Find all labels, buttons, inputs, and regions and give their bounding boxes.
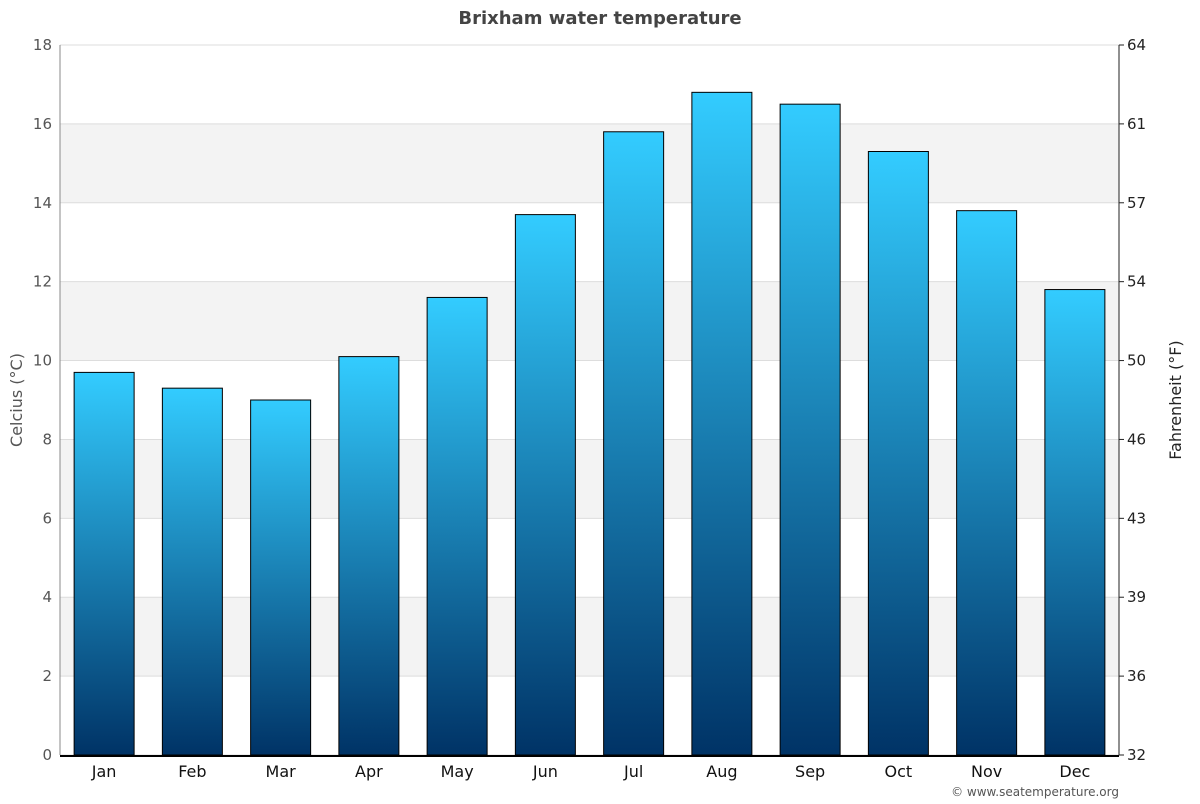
x-tick-label: Jul <box>623 762 643 781</box>
x-tick-label: Aug <box>706 762 737 781</box>
bar-feb <box>161 387 223 756</box>
y-tick-label: 10 <box>33 352 52 370</box>
y-tick-label: 0 <box>42 746 52 764</box>
bar-jul <box>603 131 665 756</box>
credit: © www.seatemperature.org <box>951 785 1119 799</box>
x-tick-label: Oct <box>885 762 913 781</box>
x-tick-label: Mar <box>266 762 297 781</box>
y-right-tick-label: 54 <box>1127 273 1146 291</box>
bar-sep <box>779 103 841 756</box>
y-right-tick-label: 36 <box>1127 667 1146 685</box>
y-tick-label: 2 <box>42 667 52 685</box>
y-tick-label: 14 <box>33 194 52 212</box>
y-tick-label: 4 <box>42 588 52 606</box>
bar-jan <box>73 371 135 756</box>
y-right-tick-label: 61 <box>1127 115 1146 133</box>
y-right-tick-label: 50 <box>1127 352 1146 370</box>
bar-mar <box>250 399 312 756</box>
x-tick-label: Jan <box>91 762 117 781</box>
bar-may <box>426 296 488 756</box>
y-right-tick-label: 57 <box>1127 194 1146 212</box>
grid-band <box>60 281 1119 361</box>
x-tick-label: Apr <box>355 762 383 781</box>
x-tick-label: Jun <box>532 762 558 781</box>
bar-dec <box>1044 289 1106 756</box>
y-right-tick-label: 64 <box>1127 36 1146 54</box>
y-tick-label: 16 <box>33 115 52 133</box>
bar-oct <box>867 151 929 756</box>
chart-title: Brixham water temperature <box>458 8 741 29</box>
x-tick-label: Dec <box>1059 762 1090 781</box>
y-axis-right-label: Fahrenheit (°F) <box>1166 340 1185 459</box>
y-tick-label: 6 <box>42 509 52 527</box>
x-tick-label: May <box>441 762 474 781</box>
y-right-tick-label: 32 <box>1127 746 1146 764</box>
y-right-tick-label: 39 <box>1127 588 1146 606</box>
bar-aug <box>691 91 753 756</box>
grid-band <box>60 597 1119 677</box>
grid-band <box>60 123 1119 203</box>
y-axis-label: Celcius (°C) <box>7 353 26 447</box>
y-right-tick-label: 46 <box>1127 430 1146 448</box>
y-tick-label: 18 <box>33 36 52 54</box>
y-right-tick-label: 43 <box>1127 509 1146 527</box>
bar-nov <box>956 210 1018 756</box>
y-tick-label: 12 <box>33 273 52 291</box>
x-tick-label: Sep <box>795 762 825 781</box>
bar-jun <box>514 214 576 756</box>
x-tick-label: Feb <box>178 762 206 781</box>
y-tick-label: 8 <box>42 430 52 448</box>
grid-band <box>60 439 1119 519</box>
x-tick-label: Nov <box>971 762 1002 781</box>
bar-apr <box>338 356 400 756</box>
